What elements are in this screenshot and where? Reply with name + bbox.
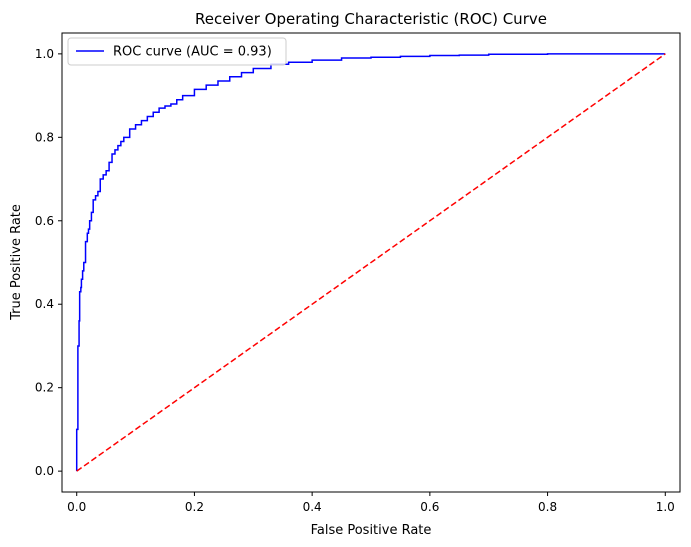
x-tick-label: 1.0: [656, 500, 675, 514]
x-tick-label: 0.2: [185, 500, 204, 514]
roc-curve-series: [75, 53, 666, 472]
x-tick-label: 0.0: [67, 500, 86, 514]
legend-box: [67, 37, 287, 66]
legend-entry-label: ROC curve (AUC = 0.93): [113, 45, 272, 60]
y-axis-label: True Positive Rate: [9, 204, 24, 321]
roc-curve-line: [75, 53, 666, 472]
y-tick-label: 0.2: [35, 381, 54, 395]
chance-line-series: [76, 53, 666, 472]
legend: ROC curve (AUC = 0.93): [67, 37, 287, 66]
y-tick-label: 1.0: [35, 47, 54, 61]
plot-frame: [61, 32, 681, 493]
x-axis-label: False Positive Rate: [311, 523, 432, 538]
y-tick-label: 0.4: [35, 297, 54, 311]
x-tick-label: 0.6: [420, 500, 439, 514]
y-tick-label: 0.8: [35, 130, 54, 144]
series-layer: [75, 53, 666, 472]
y-tick-label: 0.6: [35, 214, 54, 228]
x-tick-label: 0.4: [303, 500, 322, 514]
x-tick-label: 0.8: [538, 500, 557, 514]
chart-title: Receiver Operating Characteristic (ROC) …: [195, 10, 547, 28]
y-tick-label: 0.0: [35, 464, 54, 478]
x-axis-ticks: 0.0 0.2 0.4 0.6 0.8 1.0: [67, 492, 675, 514]
y-axis-ticks: 0.0 0.2 0.4 0.6 0.8 1.0: [35, 47, 62, 478]
chance-diagonal-line: [76, 53, 666, 472]
